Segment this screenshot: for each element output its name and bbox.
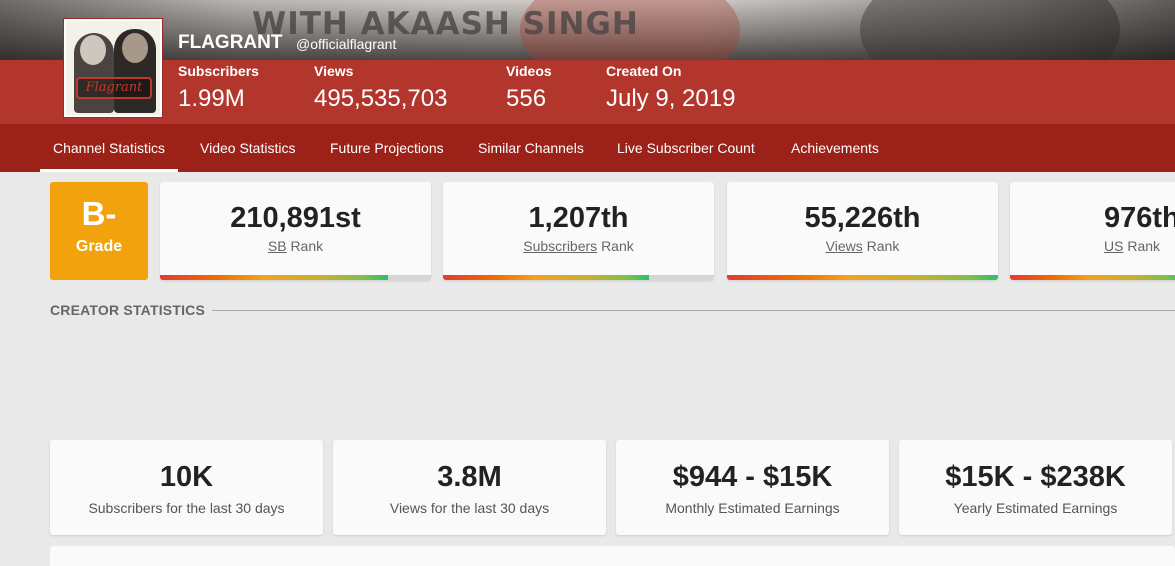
rank-suffix: Rank [1127, 238, 1161, 254]
rank-progress-bar [727, 275, 998, 280]
rank-label: Views Rank [727, 238, 998, 254]
avatar-head-left [80, 35, 106, 65]
summary-card-views: 3.8M Views for the last 30 days [333, 440, 606, 535]
tab-similar-channels[interactable]: Similar Channels [478, 140, 584, 156]
section-title: CREATOR STATISTICS [50, 302, 206, 318]
rank-progress-bar [443, 275, 649, 280]
rank-suffix: Rank [601, 238, 634, 254]
rank-card-views: 55,226th Views Rank [727, 182, 998, 280]
grade-value: B- [81, 195, 117, 232]
next-card [50, 546, 1175, 566]
stat-created-on: Created On July 9, 2019 [606, 62, 735, 114]
channel-handle: @officialflagrant [296, 36, 397, 52]
rank-progress-bar [160, 275, 388, 280]
rank-card-subscribers: 1,207th Subscribers Rank [443, 182, 714, 280]
channel-name: FLAGRANT [178, 32, 283, 53]
tab-future-projections[interactable]: Future Projections [330, 140, 444, 156]
channel-banner: WITH AKAASH SINGH [0, 0, 1175, 60]
rank-progress-bar [1010, 275, 1175, 280]
tab-nav: Channel Statistics Video Statistics Futu… [0, 124, 1175, 172]
grade-badge: B- Grade [50, 182, 148, 280]
stat-label: Created On [606, 63, 682, 79]
section-divider [212, 310, 1175, 311]
summary-label: Yearly Estimated Earnings [953, 500, 1118, 516]
tab-live-subscriber-count[interactable]: Live Subscriber Count [617, 140, 755, 156]
stat-value: 495,535,703 [314, 85, 448, 112]
rank-progress-track [1010, 275, 1175, 280]
rank-label: Subscribers Rank [443, 238, 714, 254]
rank-label: SB Rank [160, 238, 431, 254]
summary-value: 3.8M [437, 461, 502, 493]
summary-card-monthly-earnings: $944 - $15K Monthly Estimated Earnings [616, 440, 889, 535]
stat-value: 1.99M [178, 85, 245, 112]
summary-card-subscribers: 10K Subscribers for the last 30 days [50, 440, 323, 535]
grade-label: Grade [75, 238, 123, 255]
rank-link-sb[interactable]: SB [267, 238, 287, 254]
stat-subscribers: Subscribers 1.99M [178, 62, 259, 114]
channel-info-bar [0, 60, 1175, 124]
rank-value: 210,891st [230, 202, 361, 234]
rank-suffix: Rank [866, 238, 900, 254]
summary-card-yearly-earnings: $15K - $238K Yearly Estimated Earnings [899, 440, 1172, 535]
stat-value: 556 [506, 85, 547, 112]
rank-value: 55,226th [804, 202, 921, 234]
stat-value: July 9, 2019 [606, 85, 736, 112]
tab-achievements[interactable]: Achievements [791, 140, 879, 156]
summary-label: Subscribers for the last 30 days [88, 500, 285, 516]
rank-link-subscribers[interactable]: Subscribers [523, 238, 598, 254]
summary-label: Monthly Estimated Earnings [665, 500, 840, 516]
rank-card-us: 976th US Rank [1010, 182, 1175, 280]
banner-shade [0, 0, 1175, 60]
stat-label: Views [314, 63, 354, 79]
summary-label: Views for the last 30 days [389, 500, 550, 516]
rank-link-views[interactable]: Views [825, 238, 863, 254]
rank-progress-track [727, 275, 998, 280]
tab-channel-statistics[interactable]: Channel Statistics [40, 124, 179, 172]
avatar-logo: Flagrant [76, 77, 152, 99]
rank-card-sb: 210,891st SB Rank [160, 182, 431, 280]
channel-avatar[interactable]: Flagrant [64, 19, 162, 117]
rank-link-us[interactable]: US [1104, 238, 1124, 254]
rank-progress-track [443, 275, 714, 280]
rank-label: US Rank [1010, 238, 1175, 254]
tab-video-statistics[interactable]: Video Statistics [200, 140, 296, 156]
summary-value: 10K [159, 461, 214, 493]
avatar-head-right [122, 33, 148, 63]
rank-suffix: Rank [290, 238, 324, 254]
rank-progress-track [160, 275, 431, 280]
rank-value: 976th [1104, 202, 1175, 234]
summary-value: $15K - $238K [945, 461, 1126, 493]
stat-label: Videos [506, 63, 552, 79]
rank-value: 1,207th [528, 202, 629, 234]
summary-value: $944 - $15K [672, 461, 833, 493]
stat-videos: Videos 556 [506, 62, 552, 114]
stat-label: Subscribers [178, 63, 259, 79]
banner-text: WITH AKAASH SINGH [252, 6, 639, 42]
stat-views: Views 495,535,703 [314, 62, 447, 114]
